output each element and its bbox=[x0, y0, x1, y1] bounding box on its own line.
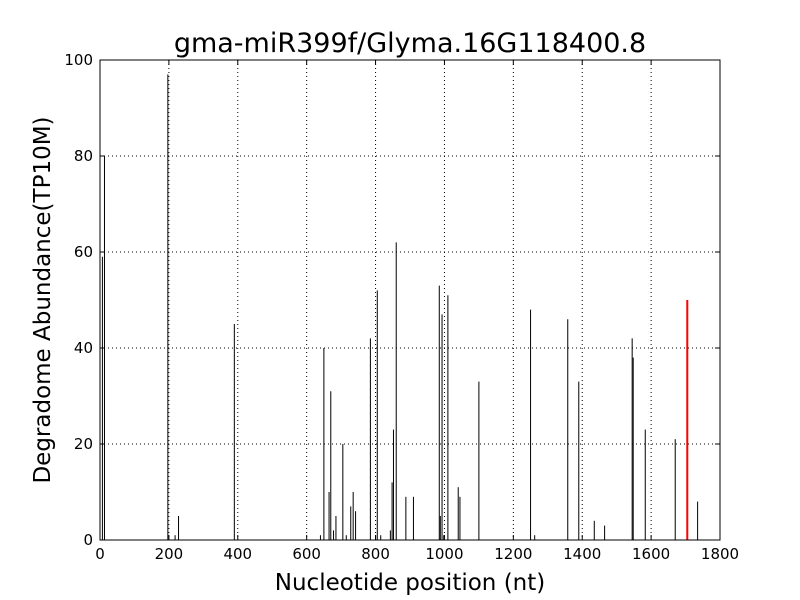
y-axis-title: Degradome Abundance(TP10M) bbox=[30, 116, 56, 483]
x-axis-title: Nucleotide position (nt) bbox=[275, 570, 545, 596]
y-tick-label: 40 bbox=[74, 339, 93, 357]
x-tick-label: 1600 bbox=[632, 545, 670, 563]
y-tick-label: 20 bbox=[74, 435, 93, 453]
x-tick-label: 1400 bbox=[563, 545, 601, 563]
y-tick-label: 60 bbox=[74, 243, 93, 261]
y-tick-label: 0 bbox=[83, 531, 93, 549]
bars bbox=[101, 74, 699, 540]
grid bbox=[100, 60, 720, 540]
x-tick-label: 1200 bbox=[494, 545, 532, 563]
x-tick-label: 600 bbox=[292, 545, 321, 563]
x-tick-label: 1800 bbox=[701, 545, 739, 563]
x-tick-label: 800 bbox=[361, 545, 390, 563]
x-tick-label: 0 bbox=[95, 545, 105, 563]
y-tick-label: 100 bbox=[64, 51, 93, 69]
y-tick-label: 80 bbox=[74, 147, 93, 165]
chart-title: gma-miR399f/Glyma.16G118400.8 bbox=[174, 28, 646, 59]
x-tick-label: 1000 bbox=[425, 545, 463, 563]
axis-ticks: 0 200 400 600 800 1000 1200 1400 1600 1800 0 20 40 60… bbox=[64, 51, 739, 563]
x-tick-label: 200 bbox=[155, 545, 184, 563]
plot-frame bbox=[99, 59, 721, 541]
x-tick-label: 400 bbox=[223, 545, 252, 563]
